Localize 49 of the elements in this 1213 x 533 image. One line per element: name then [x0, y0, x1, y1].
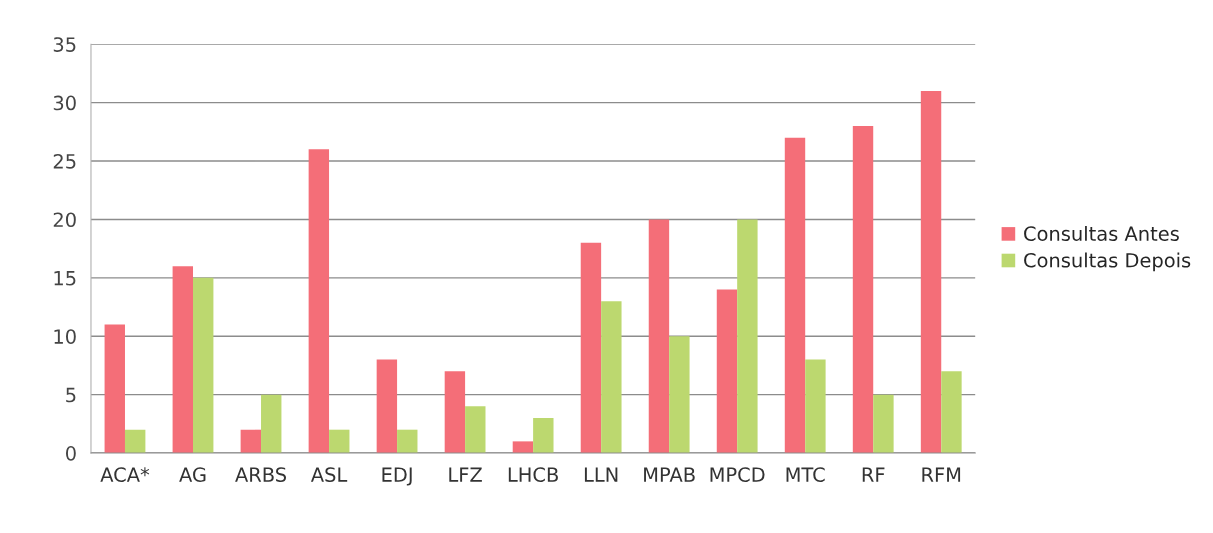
bar — [261, 394, 282, 454]
bar — [512, 441, 534, 454]
y-tick-label: 35 — [53, 37, 76, 52]
y-tick-label: 30 — [53, 95, 76, 111]
x-tick-label: RFM — [922, 467, 961, 482]
y-tick-label: 10 — [54, 329, 76, 344]
bar — [193, 277, 214, 454]
bar — [376, 359, 398, 454]
bar — [444, 371, 466, 454]
bar — [920, 90, 942, 454]
bar — [240, 429, 262, 454]
legend-label: Consultas Antes — [1024, 225, 1179, 241]
x-tick-label: LHCB — [508, 467, 558, 482]
bar — [852, 126, 874, 454]
y-tick-label: 20 — [53, 212, 76, 228]
bar — [648, 219, 670, 454]
x-tick-label: EDJ — [382, 467, 412, 486]
bar — [308, 149, 330, 454]
bar — [329, 429, 350, 454]
y-tick-label: 5 — [66, 387, 76, 403]
bar — [784, 137, 806, 454]
bar — [580, 242, 602, 454]
x-tick-label: ARBS — [235, 467, 287, 482]
x-tick-label: AG — [179, 467, 206, 482]
bar — [941, 371, 962, 454]
bar — [716, 289, 738, 454]
bar — [465, 406, 486, 454]
x-tick-label: ACA* — [100, 467, 150, 482]
bar — [873, 394, 894, 454]
x-tick-label: MPCD — [710, 467, 765, 482]
x-tick-label: MPAB — [644, 467, 695, 482]
x-tick-label: LLN — [584, 467, 618, 482]
bar — [533, 418, 554, 454]
bar — [601, 301, 622, 454]
x-tick-label: MTC — [786, 467, 825, 482]
bar — [104, 324, 125, 454]
y-tick-label: 25 — [53, 154, 76, 169]
x-tick-label: ASL — [310, 467, 348, 482]
bar — [172, 266, 194, 454]
x-tick-label: LFZ — [449, 467, 482, 482]
y-tick-label: 15 — [54, 271, 76, 286]
bar — [124, 429, 146, 454]
legend-label: Consultas Depois — [1024, 252, 1191, 272]
bar — [737, 219, 758, 454]
bar — [397, 429, 418, 454]
bar — [669, 336, 690, 454]
y-tick-label: 0 — [66, 446, 76, 461]
x-tick-label: RF — [862, 467, 885, 482]
bar — [805, 359, 826, 454]
